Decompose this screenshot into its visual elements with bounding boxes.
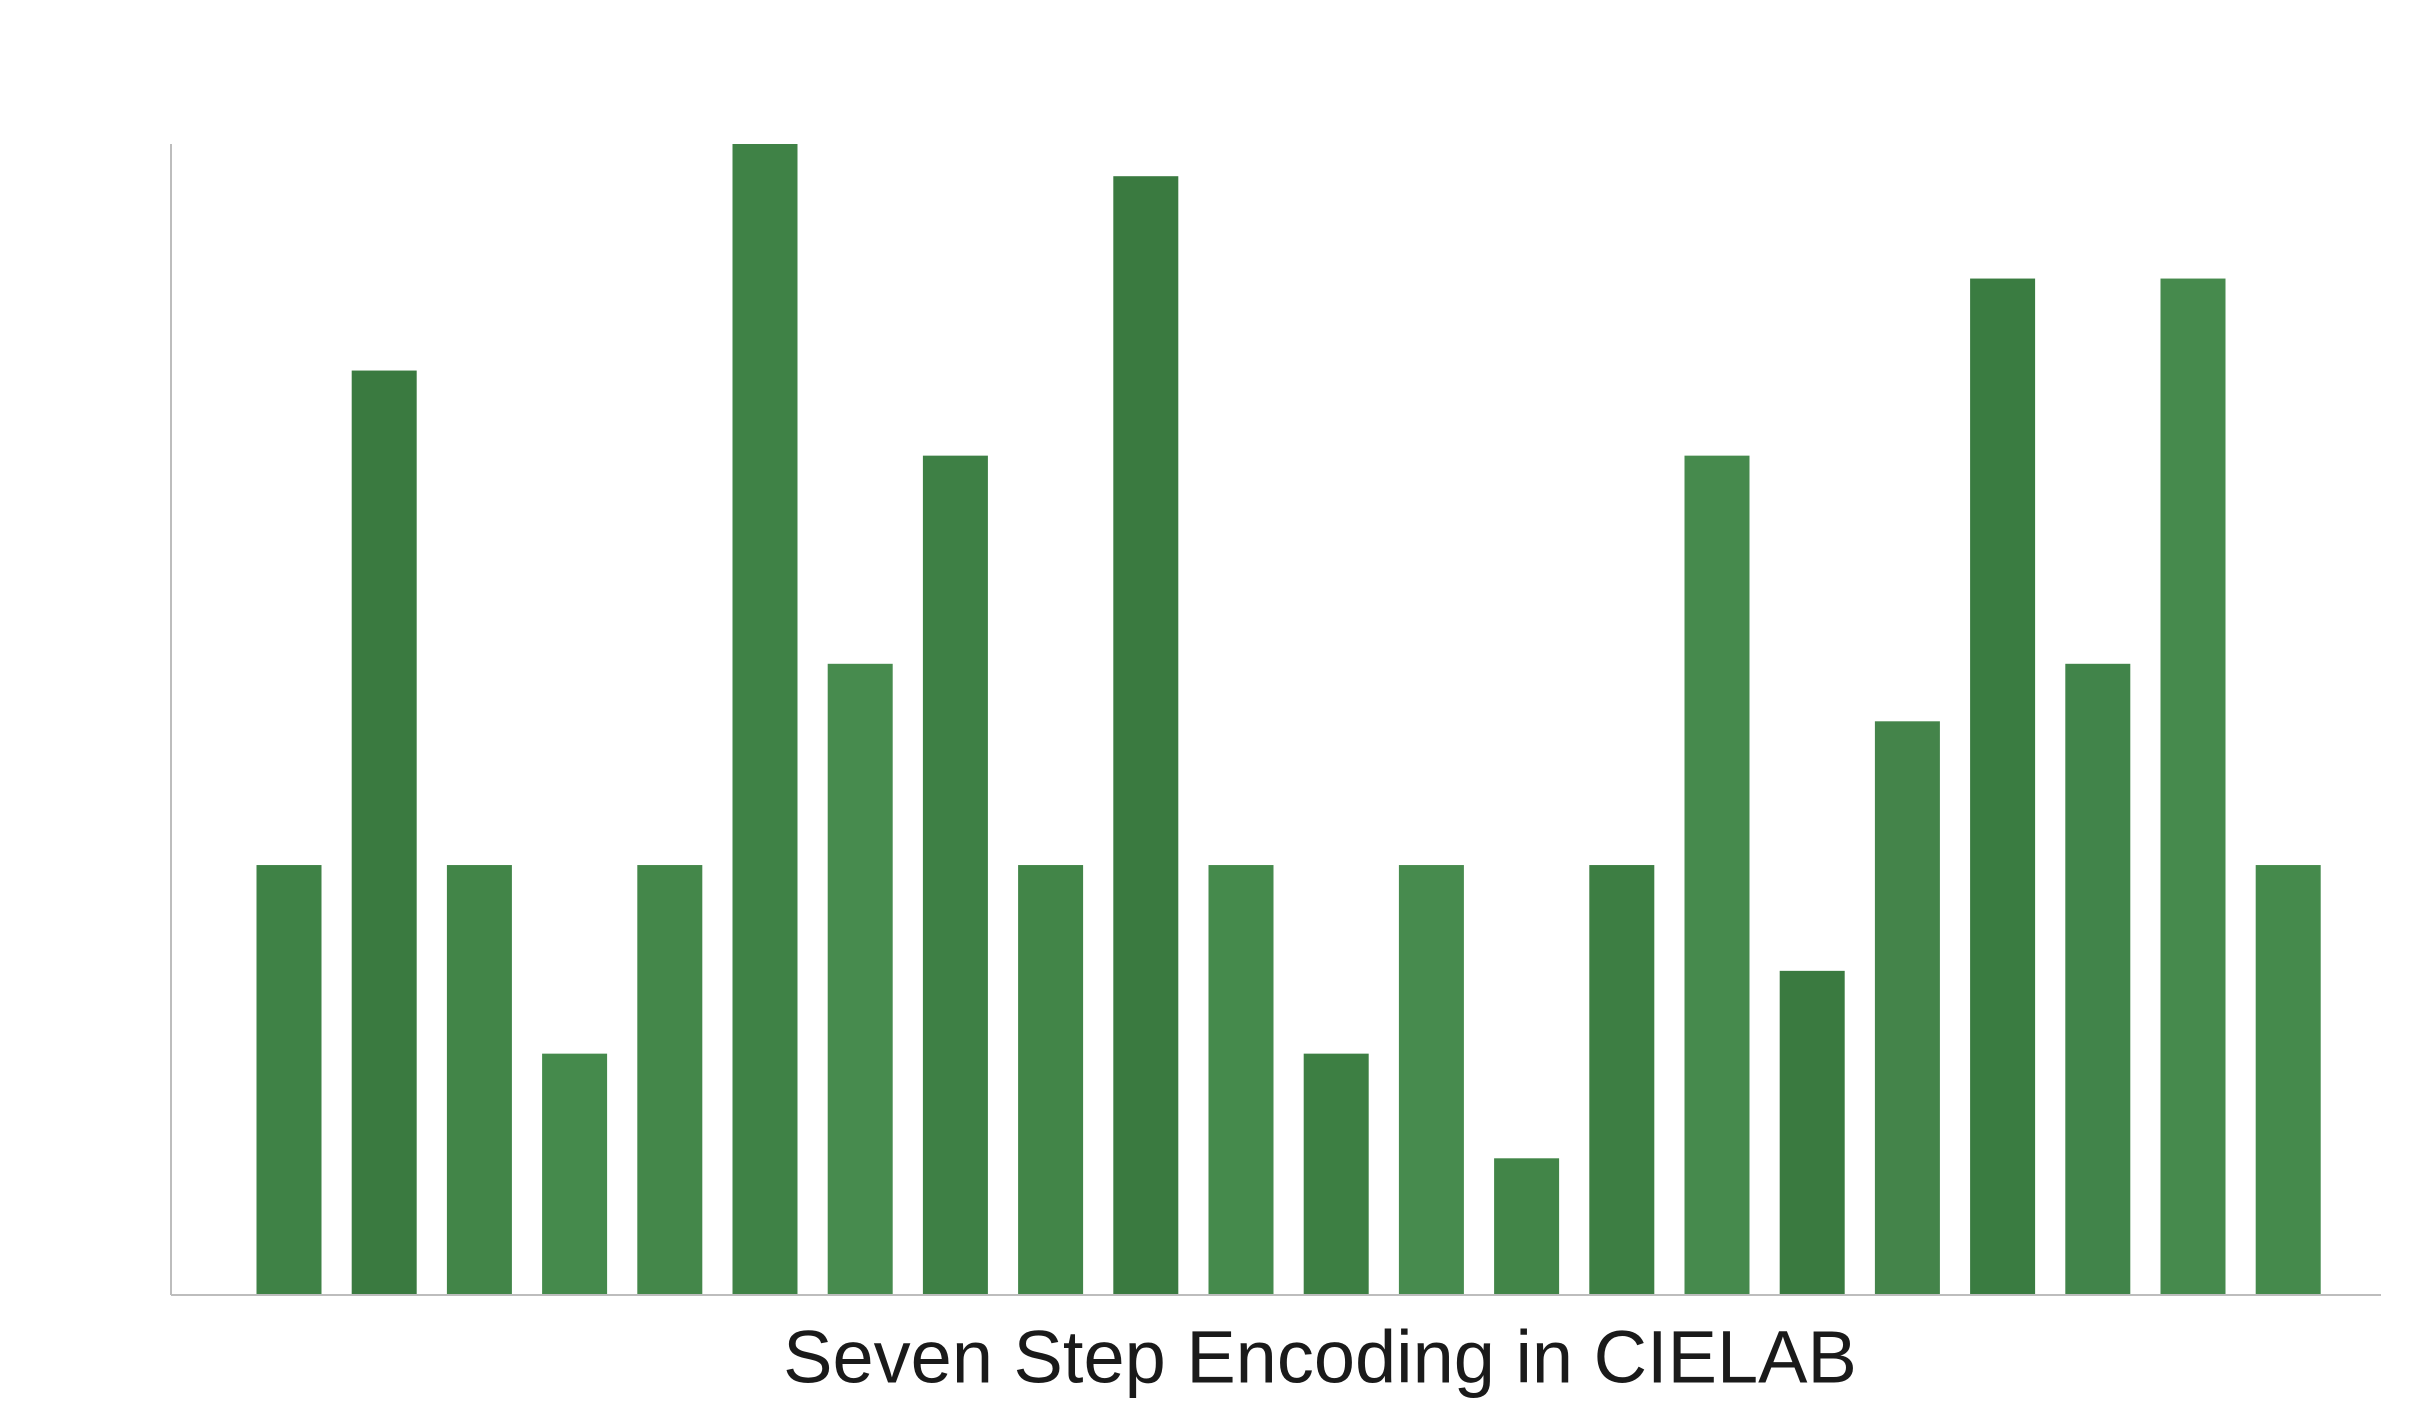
bar — [1018, 865, 1084, 1294]
bar — [1970, 278, 2036, 1294]
bar — [1684, 455, 1750, 1294]
bar — [1113, 176, 1179, 1295]
bar — [542, 1053, 608, 1294]
bar — [732, 144, 798, 1294]
bar — [1208, 865, 1274, 1294]
bar — [1494, 1158, 1560, 1294]
bar — [446, 865, 512, 1294]
bar — [1589, 865, 1655, 1294]
bar — [1874, 721, 1940, 1294]
bar — [922, 455, 988, 1294]
chart-title: Seven Step Encoding in CIELAB — [783, 1316, 1857, 1399]
bar — [637, 865, 703, 1294]
bar — [1303, 1053, 1369, 1294]
bar — [2160, 278, 2226, 1294]
bar — [2255, 865, 2321, 1294]
bar — [1398, 865, 1464, 1294]
bar — [256, 865, 322, 1294]
bar — [351, 370, 417, 1294]
bar — [1779, 970, 1845, 1294]
bar — [2065, 663, 2131, 1294]
bar — [827, 663, 893, 1294]
